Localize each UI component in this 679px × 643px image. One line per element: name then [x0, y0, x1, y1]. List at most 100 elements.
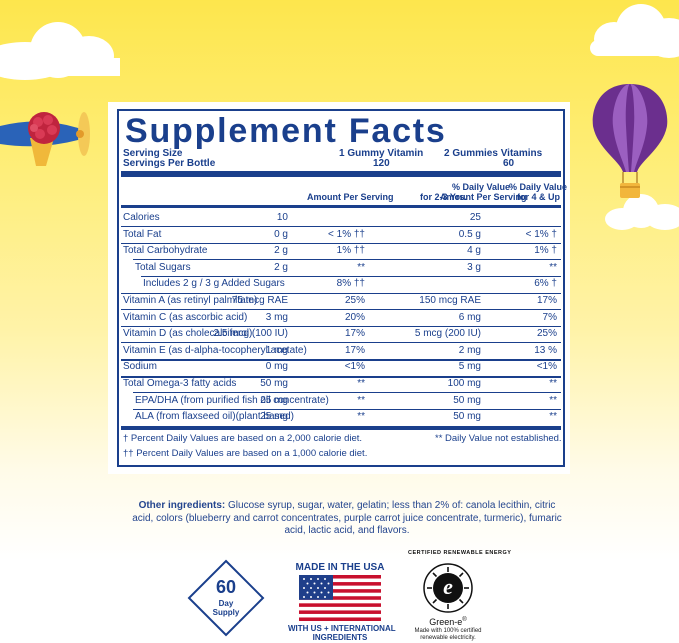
cell-d1: **	[357, 394, 365, 406]
cell-a2: 4 g	[467, 245, 481, 257]
cell-d2: 7%	[542, 311, 557, 323]
thick-rule	[121, 426, 561, 430]
cell-d1: **	[357, 261, 365, 273]
medium-rule	[121, 205, 561, 208]
usa-sub-line2: INGREDIENTS	[312, 633, 368, 642]
green-e-sub-line2: renewable electricity.	[420, 635, 476, 641]
us-flag-icon	[299, 575, 381, 621]
cell-d2: **	[549, 378, 557, 389]
row-separator	[133, 259, 561, 261]
col2-serving: 2 Gummies Vitamins	[444, 148, 543, 159]
cell-lab: Vitamin C (as ascorbic acid)	[123, 311, 248, 323]
row-separator	[121, 292, 561, 294]
cell-d1: 8% ††	[336, 278, 365, 290]
supplement-facts-title: Supplement Facts	[125, 112, 447, 150]
diamond-icon	[187, 559, 265, 637]
usa-sub-line1: WITH US + INTERNATIONAL	[288, 624, 396, 633]
table-row: EPA/DHA (from purified fish oil concentr…	[119, 393, 563, 409]
table-row: Total Carbohydrate 2 g 1% †† 4 g 1% †	[119, 243, 563, 259]
row-separator	[141, 275, 561, 277]
table-row: Calories 10 25	[119, 210, 563, 226]
table-row: Total Sugars 2 g ** 3 g **	[119, 260, 563, 276]
cell-a2: 5 mcg (200 IU)	[414, 328, 481, 340]
cell-a1: 50 mg	[260, 378, 288, 389]
footnote-2000: † Percent Daily Values are based on a 2,…	[123, 433, 363, 444]
cell-a2: 3 g	[467, 261, 481, 273]
col2-dv-header: % Daily Value	[509, 182, 568, 192]
col1-dv-header-sub: for 2-3 Yrs.	[420, 192, 467, 202]
cell-d2: 6% †	[534, 278, 557, 290]
cell-lab: Calories	[123, 212, 160, 223]
made-in-usa-badge: MADE IN THE USA WITH US + INTERNATIONAL …	[288, 558, 396, 643]
row-separator	[121, 342, 561, 344]
cell-d2: 13 %	[534, 344, 557, 356]
cell-lab: Total Fat	[123, 228, 162, 240]
table-row: Vitamin D (as cholecalciferol) 2.5 mcg (1…	[119, 326, 563, 342]
cloud-icon	[0, 0, 140, 80]
table-row: Total Fat 0 g < 1% †† 0.5 g < 1% †	[119, 227, 563, 243]
cell-a1: 2 g	[274, 261, 288, 273]
cell-a2: 50 mg	[453, 394, 481, 406]
cell-a1: 0 mg	[265, 361, 288, 373]
other-ingredients: Other ingredients: Glucose syrup, sugar,…	[127, 500, 567, 538]
cell-lab: Total Carbohydrate	[123, 245, 208, 257]
cell-d2: < 1% †	[525, 228, 557, 240]
cell-d1: < 1% ††	[328, 228, 365, 240]
supply-word: Supply	[212, 608, 240, 617]
col2-amount-header: Amount Per Serving	[440, 192, 527, 202]
cell-a1: 1 mg	[265, 344, 288, 356]
cell-a1: 25 mg	[260, 411, 288, 423]
col1-dv-header: % Daily Value	[451, 182, 510, 192]
cell-a2: 100 mg	[447, 378, 481, 389]
cell-a2: 6 mg	[458, 311, 481, 323]
serving-size-label: Serving Size	[123, 148, 183, 159]
cell-d2: 1% †	[534, 245, 557, 257]
cell-lab: Includes 2 g / 3 g Added Sugars	[143, 278, 285, 290]
cell-d2: 17%	[536, 295, 557, 306]
cell-d2: 25%	[536, 328, 557, 340]
supplement-facts-table: Supplement Facts Serving Size Servings P…	[117, 109, 568, 467]
cell-lab: EPA/DHA (from purified fish oil concentr…	[135, 394, 329, 406]
green-e-icon	[423, 563, 473, 613]
cell-a2: 5 mg	[458, 361, 481, 373]
col2-dv-header-sub: for 4 & Up	[517, 192, 561, 202]
cell-a2: 150 mcg RAE	[419, 295, 481, 306]
thick-rule	[121, 171, 561, 177]
other-ingredients-label: Other ingredients:	[138, 500, 226, 511]
cell-d1: <1%	[344, 361, 365, 373]
cell-a2: 25	[469, 212, 481, 223]
cell-a2: 50 mg	[453, 411, 481, 423]
green-e-ring-text: CERTIFIED RENEWABLE ENERGY	[408, 550, 512, 556]
cell-d2: **	[549, 261, 557, 273]
cell-a1: 0 g	[274, 228, 288, 240]
table-row: Sodium 0 mg <1% 5 mg <1%	[119, 359, 563, 375]
col1-amount-header: Amount Per Serving	[307, 192, 394, 202]
usa-title: MADE IN THE USA	[295, 562, 385, 573]
supplement-facts-panel	[108, 102, 570, 474]
supply-day: Day	[218, 599, 234, 608]
row-separator	[133, 392, 561, 394]
cell-a1: 2 g	[274, 245, 288, 257]
cell-lab: ALA (from flaxseed oil)(plant based)	[135, 411, 294, 423]
supply-number: 60	[215, 577, 237, 597]
cell-lab: Vitamin D (as cholecalciferol)	[123, 328, 253, 340]
cell-d1: **	[357, 378, 365, 389]
other-ingredients-text: Glucose syrup, sugar, water, gelatin; le…	[132, 500, 562, 536]
cell-d1: 17%	[344, 328, 365, 340]
cell-d1: 17%	[344, 344, 365, 356]
row-separator	[121, 375, 561, 378]
cell-a1: 2.5 mcg (100 IU)	[213, 328, 288, 340]
cell-d2: **	[549, 411, 557, 423]
table-row: Vitamin C (as ascorbic acid) 3 mg 20% 6 mg 7…	[119, 310, 563, 326]
row-separator	[121, 358, 561, 361]
servings-per-label: Servings Per Bottle	[123, 158, 216, 169]
row-separator	[133, 408, 561, 410]
green-e-name: Green-e®	[429, 617, 467, 627]
cell-a1: 10	[276, 212, 288, 223]
green-e-sub-line1: Made with 100% certified	[414, 628, 482, 634]
row-separator	[121, 226, 561, 228]
footnote-dv-not-established: ** Daily Value not established.	[435, 433, 562, 444]
cell-a1: 25 mg	[260, 394, 288, 406]
col2-servings: 60	[503, 158, 515, 169]
day-supply-badge: 60 Day Supply	[187, 559, 265, 637]
